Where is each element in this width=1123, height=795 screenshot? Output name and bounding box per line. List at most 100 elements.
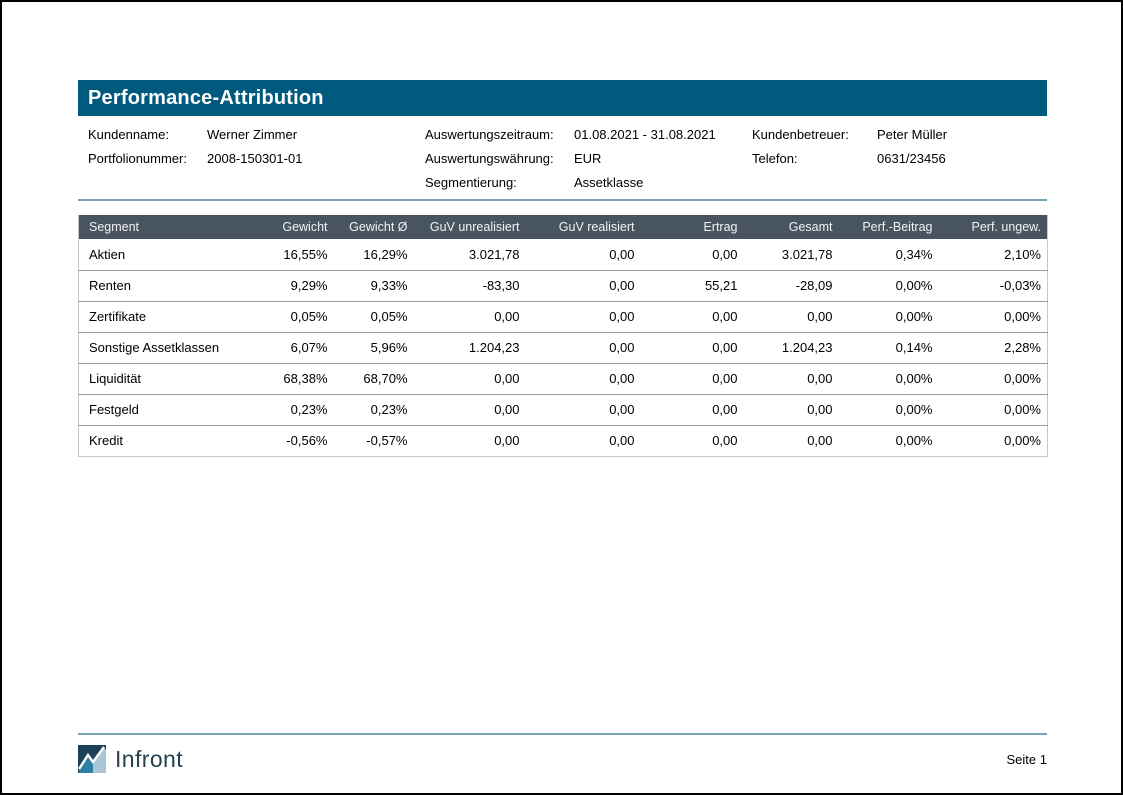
table-cell: 0,00 [640,239,744,271]
info-column-evaluation: Auswertungszeitraum: 01.08.2021 - 31.08.… [425,122,716,194]
evaluation-currency-label: Auswertungswährung: [425,150,554,166]
report-info-section: Kundenname: Werner Zimmer Portfolionumme… [78,122,1047,194]
table-cell: -0,56% [253,425,334,456]
table-cell: 0,05% [253,301,334,333]
table-cell: 5,96% [333,332,414,364]
column-header-ertrag: Ertrag [640,215,744,239]
table-cell: 68,38% [253,363,334,395]
table-cell: 0,00 [640,363,744,395]
advisor-label: Kundenbetreuer: [752,126,849,142]
advisor-value: Peter Müller [877,126,948,142]
table-cell: 16,29% [333,239,414,271]
table-cell: 9,29% [253,270,334,302]
evaluation-period-label: Auswertungszeitraum: [425,126,554,142]
table-cell: 0,00% [838,270,939,302]
segment-cell: Liquidität [78,363,254,395]
table-row: Aktien 16,55% 16,29% 3.021,78 0,00 0,00 … [78,239,1048,271]
segment-cell: Kredit [78,425,254,456]
segment-cell: Zertifikate [78,301,254,333]
table-cell: 0,00 [525,425,641,456]
table-cell: 0,23% [253,394,334,426]
table-cell: 0,00 [413,301,526,333]
segmentation-value: Assetklasse [574,174,644,190]
table-cell: 3.021,78 [743,239,839,271]
table-header-row: Segment Gewicht Gewicht Ø GuV unrealisie… [78,215,1048,239]
table-cell: 0,00% [938,363,1048,395]
table-cell: 0,34% [838,239,939,271]
footer-divider-rule [78,733,1047,735]
table-cell: 3.021,78 [413,239,526,271]
info-row: Kundenbetreuer: Peter Müller [752,122,947,146]
phone-value: 0631/23456 [877,150,946,166]
table-cell: 0,00% [938,425,1048,456]
table-row: Renten 9,29% 9,33% -83,30 0,00 55,21 -28… [78,270,1048,302]
table-cell: 0,00 [525,363,641,395]
evaluation-currency-value: EUR [574,150,602,166]
table-cell: -0,03% [938,270,1048,302]
segment-cell: Renten [78,270,254,302]
page-footer: Infront Seite 1 [78,743,1047,775]
table-cell: 0,00 [743,363,839,395]
table-row: Festgeld 0,23% 0,23% 0,00 0,00 0,00 0,00… [78,394,1048,426]
page-title: Performance-Attribution [88,86,324,109]
table-cell: 0,14% [838,332,939,364]
phone-label: Telefon: [752,150,798,166]
column-header-gewicht-avg: Gewicht Ø [333,215,414,239]
table-cell: 6,07% [253,332,334,364]
table-cell: 0,00 [413,394,526,426]
info-row: Portfolionummer: 2008-150301-01 [88,146,302,170]
info-column-advisor: Kundenbetreuer: Peter Müller Telefon: 06… [752,122,947,170]
column-header-guv-unrealisiert: GuV unrealisiert [413,215,526,239]
table-cell: 0,00 [413,363,526,395]
table-cell: 55,21 [640,270,744,302]
customer-name-value: Werner Zimmer [207,126,298,142]
table-cell: 0,00 [525,270,641,302]
info-row: Auswertungszeitraum: 01.08.2021 - 31.08.… [425,122,716,146]
table-cell: -0,57% [333,425,414,456]
report-title-bar: Performance-Attribution [78,80,1047,116]
page-number: Seite 1 [1006,751,1047,767]
table-cell: 2,10% [938,239,1048,271]
brand-name: Infront [115,745,184,772]
info-row: Kundenname: Werner Zimmer [88,122,302,146]
table-cell: 0,00 [525,394,641,426]
table-cell: 0,00 [640,394,744,426]
table-cell: 0,00% [838,394,939,426]
column-header-perf-ungew: Perf. ungew. [938,215,1048,239]
info-row: Telefon: 0631/23456 [752,146,947,170]
segment-cell: Sonstige Assetklassen [78,332,254,364]
table-cell: -83,30 [413,270,526,302]
table-cell: 68,70% [333,363,414,395]
table-cell: 1.204,23 [413,332,526,364]
table-cell: 0,00% [838,301,939,333]
column-header-segment: Segment [78,215,254,239]
table-cell: 16,55% [253,239,334,271]
table-row: Liquidität 68,38% 68,70% 0,00 0,00 0,00 … [78,363,1048,395]
portfolio-number-label: Portfolionummer: [88,150,187,166]
table-cell: 0,00 [525,301,641,333]
table-cell: 0,23% [333,394,414,426]
table-cell: 0,00% [938,394,1048,426]
table-cell: 0,00 [640,332,744,364]
table-cell: 1.204,23 [743,332,839,364]
segment-cell: Aktien [78,239,254,271]
info-divider-rule [78,199,1047,201]
column-header-perf-beitrag: Perf.-Beitrag [838,215,939,239]
table-row: Kredit -0,56% -0,57% 0,00 0,00 0,00 0,00… [78,425,1048,456]
table-cell: 0,05% [333,301,414,333]
table-row: Zertifikate 0,05% 0,05% 0,00 0,00 0,00 0… [78,301,1048,333]
table-cell: 0,00 [413,425,526,456]
table-cell: 0,00 [743,425,839,456]
brand-block: Infront [78,745,183,773]
info-row: Segmentierung: Assetklasse [425,170,716,194]
column-header-gewicht: Gewicht [253,215,334,239]
table-cell: 0,00% [838,425,939,456]
portfolio-number-value: 2008-150301-01 [207,150,303,166]
column-header-guv-realisiert: GuV realisiert [525,215,641,239]
table-cell: 0,00 [640,425,744,456]
info-column-customer: Kundenname: Werner Zimmer Portfolionumme… [88,122,302,170]
table-cell: 0,00 [743,301,839,333]
segment-cell: Festgeld [78,394,254,426]
table-cell: 0,00 [525,332,641,364]
